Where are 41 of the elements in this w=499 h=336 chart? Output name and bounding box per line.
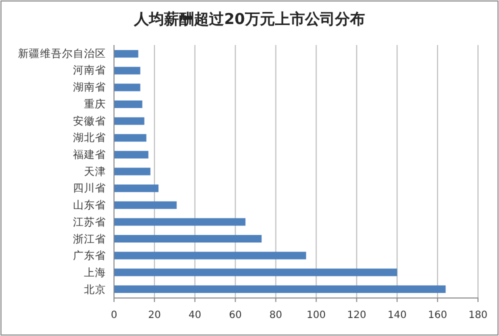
y-tick-label: 江苏省 — [72, 215, 106, 228]
x-tick-label: 80 — [269, 310, 282, 321]
bar — [114, 84, 140, 92]
y-tick-label: 上海 — [84, 266, 106, 280]
chart-title: 人均薪酬超过20万元上市公司分布 — [133, 10, 365, 28]
y-tick-label: 河南省 — [72, 64, 106, 77]
x-tick-label: 160 — [428, 310, 448, 321]
y-tick-label: 新疆维吾尔自治区 — [18, 46, 106, 60]
bar — [114, 252, 306, 260]
bar — [114, 50, 138, 58]
x-tick-label: 40 — [188, 310, 202, 321]
y-tick-label: 四川省 — [72, 182, 106, 195]
bar — [114, 168, 150, 176]
x-tick-label: 0 — [110, 310, 118, 321]
y-tick-label: 福建省 — [72, 148, 106, 161]
bar — [114, 201, 177, 209]
bar — [114, 268, 398, 276]
y-tick-label: 湖北省 — [72, 131, 106, 144]
x-tick-label: 140 — [388, 310, 407, 321]
bar — [114, 100, 142, 108]
x-tick-label: 120 — [347, 310, 366, 321]
y-tick-label: 北京 — [84, 282, 106, 296]
bar — [114, 184, 158, 192]
x-tick-label: 60 — [228, 310, 242, 321]
y-tick-label: 浙江省 — [72, 232, 106, 246]
y-tick-label: 湖南省 — [72, 80, 106, 94]
bar — [114, 66, 140, 74]
bar — [114, 285, 446, 293]
y-tick-label: 天津 — [84, 164, 106, 178]
x-tick-label: 20 — [148, 310, 161, 321]
y-tick-label: 广东省 — [72, 249, 106, 262]
x-tick-label: 180 — [468, 310, 488, 321]
bar — [114, 234, 262, 243]
y-tick-label: 山东省 — [72, 198, 106, 212]
bar — [114, 150, 148, 158]
bar — [114, 117, 144, 125]
x-tick-label: 100 — [306, 310, 326, 321]
y-tick-label: 安徽省 — [72, 114, 106, 128]
bar — [114, 218, 246, 226]
y-tick-label: 重庆 — [84, 97, 106, 110]
bar — [114, 134, 146, 142]
